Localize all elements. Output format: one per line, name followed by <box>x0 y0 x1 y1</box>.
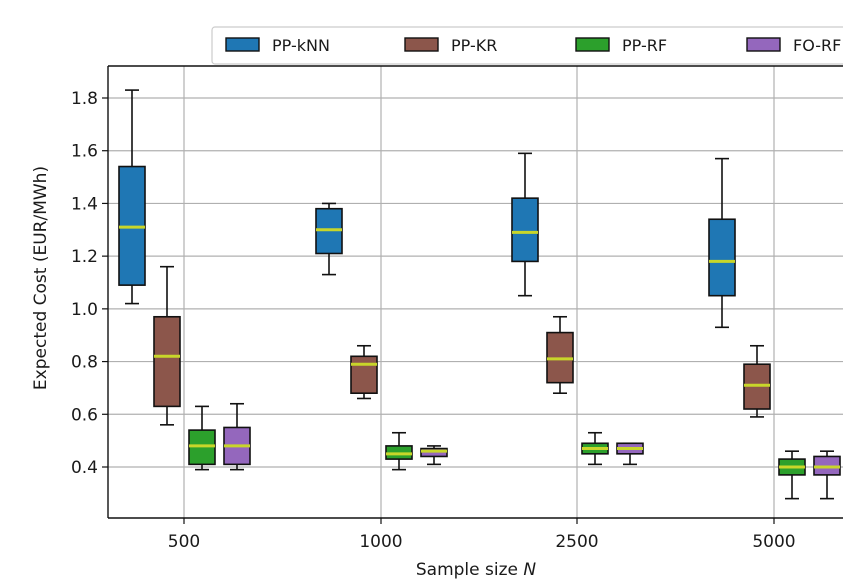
box-pp-rf-2500 <box>581 431 609 466</box>
legend-swatch <box>746 37 781 52</box>
box-body <box>511 197 539 263</box>
legend-item-pp-rf: PP-RF <box>575 36 667 55</box>
box-pp-rf-1000 <box>385 431 413 471</box>
box-pp-kr-1000 <box>350 344 378 400</box>
y-tick-label: 1.4 <box>71 194 98 214</box>
box-pp-kr-500 <box>153 265 181 426</box>
y-tick-label: 1.0 <box>71 300 98 320</box>
y-tick-label: 1.6 <box>71 142 98 162</box>
box-fo-rf-2500 <box>616 442 644 466</box>
x-tick-label: 500 <box>168 532 200 552</box>
legend: PP-kNN PP-KR PP-RF FO-RF <box>211 26 843 65</box>
box-pp-kr-5000 <box>743 344 771 418</box>
axes: 0.4 0.6 0.8 1.0 1.2 1.4 1.6 1.8 500 1000 2500 5000 S… <box>31 65 843 580</box>
box-fo-rf-5000 <box>813 450 841 500</box>
x-axis-label-variable: N <box>523 560 536 580</box>
legend-frame <box>211 26 843 65</box>
box-body <box>708 218 736 297</box>
legend-label: PP-kNN <box>272 36 330 55</box>
legend-item-pp-knn: PP-kNN <box>225 36 330 55</box>
x-tick-label: 1000 <box>359 532 402 552</box>
legend-label: PP-KR <box>451 36 497 55</box>
x-axis-label: Sample size N <box>416 560 537 580</box>
box-fo-rf-1000 <box>420 445 448 466</box>
box-pp-knn-5000 <box>708 157 736 329</box>
box-body <box>153 315 181 408</box>
box-pp-rf-5000 <box>778 450 806 500</box>
box-pp-knn-2500 <box>511 152 539 297</box>
box-fo-rf-500 <box>223 402 251 471</box>
legend-swatch <box>225 37 260 52</box>
legend-label: FO-RF <box>793 36 841 55</box>
y-tick-label: 0.8 <box>71 353 98 373</box>
grid <box>108 66 843 518</box>
y-tick-label: 0.4 <box>71 458 98 478</box>
y-axis-label: Expected Cost (EUR/MWh) <box>31 166 51 390</box>
box-pp-rf-500 <box>188 405 216 471</box>
legend-item-fo-rf: FO-RF <box>746 36 841 55</box>
x-tick-label: 2500 <box>555 532 598 552</box>
legend-label: PP-RF <box>622 36 667 55</box>
box-pp-knn-1000 <box>315 202 343 276</box>
legend-item-pp-kr: PP-KR <box>404 36 497 55</box>
boxes <box>118 89 841 500</box>
legend-swatch <box>575 37 610 52</box>
x-tick-label: 5000 <box>752 532 795 552</box>
y-tick-label: 1.8 <box>71 89 98 109</box>
box-body <box>350 355 378 394</box>
y-tick-label: 1.2 <box>71 247 98 267</box>
legend-swatch <box>404 37 439 52</box>
box-pp-knn-500 <box>118 89 146 305</box>
box-pp-kr-2500 <box>546 315 574 395</box>
y-tick-label: 0.6 <box>71 405 98 425</box>
